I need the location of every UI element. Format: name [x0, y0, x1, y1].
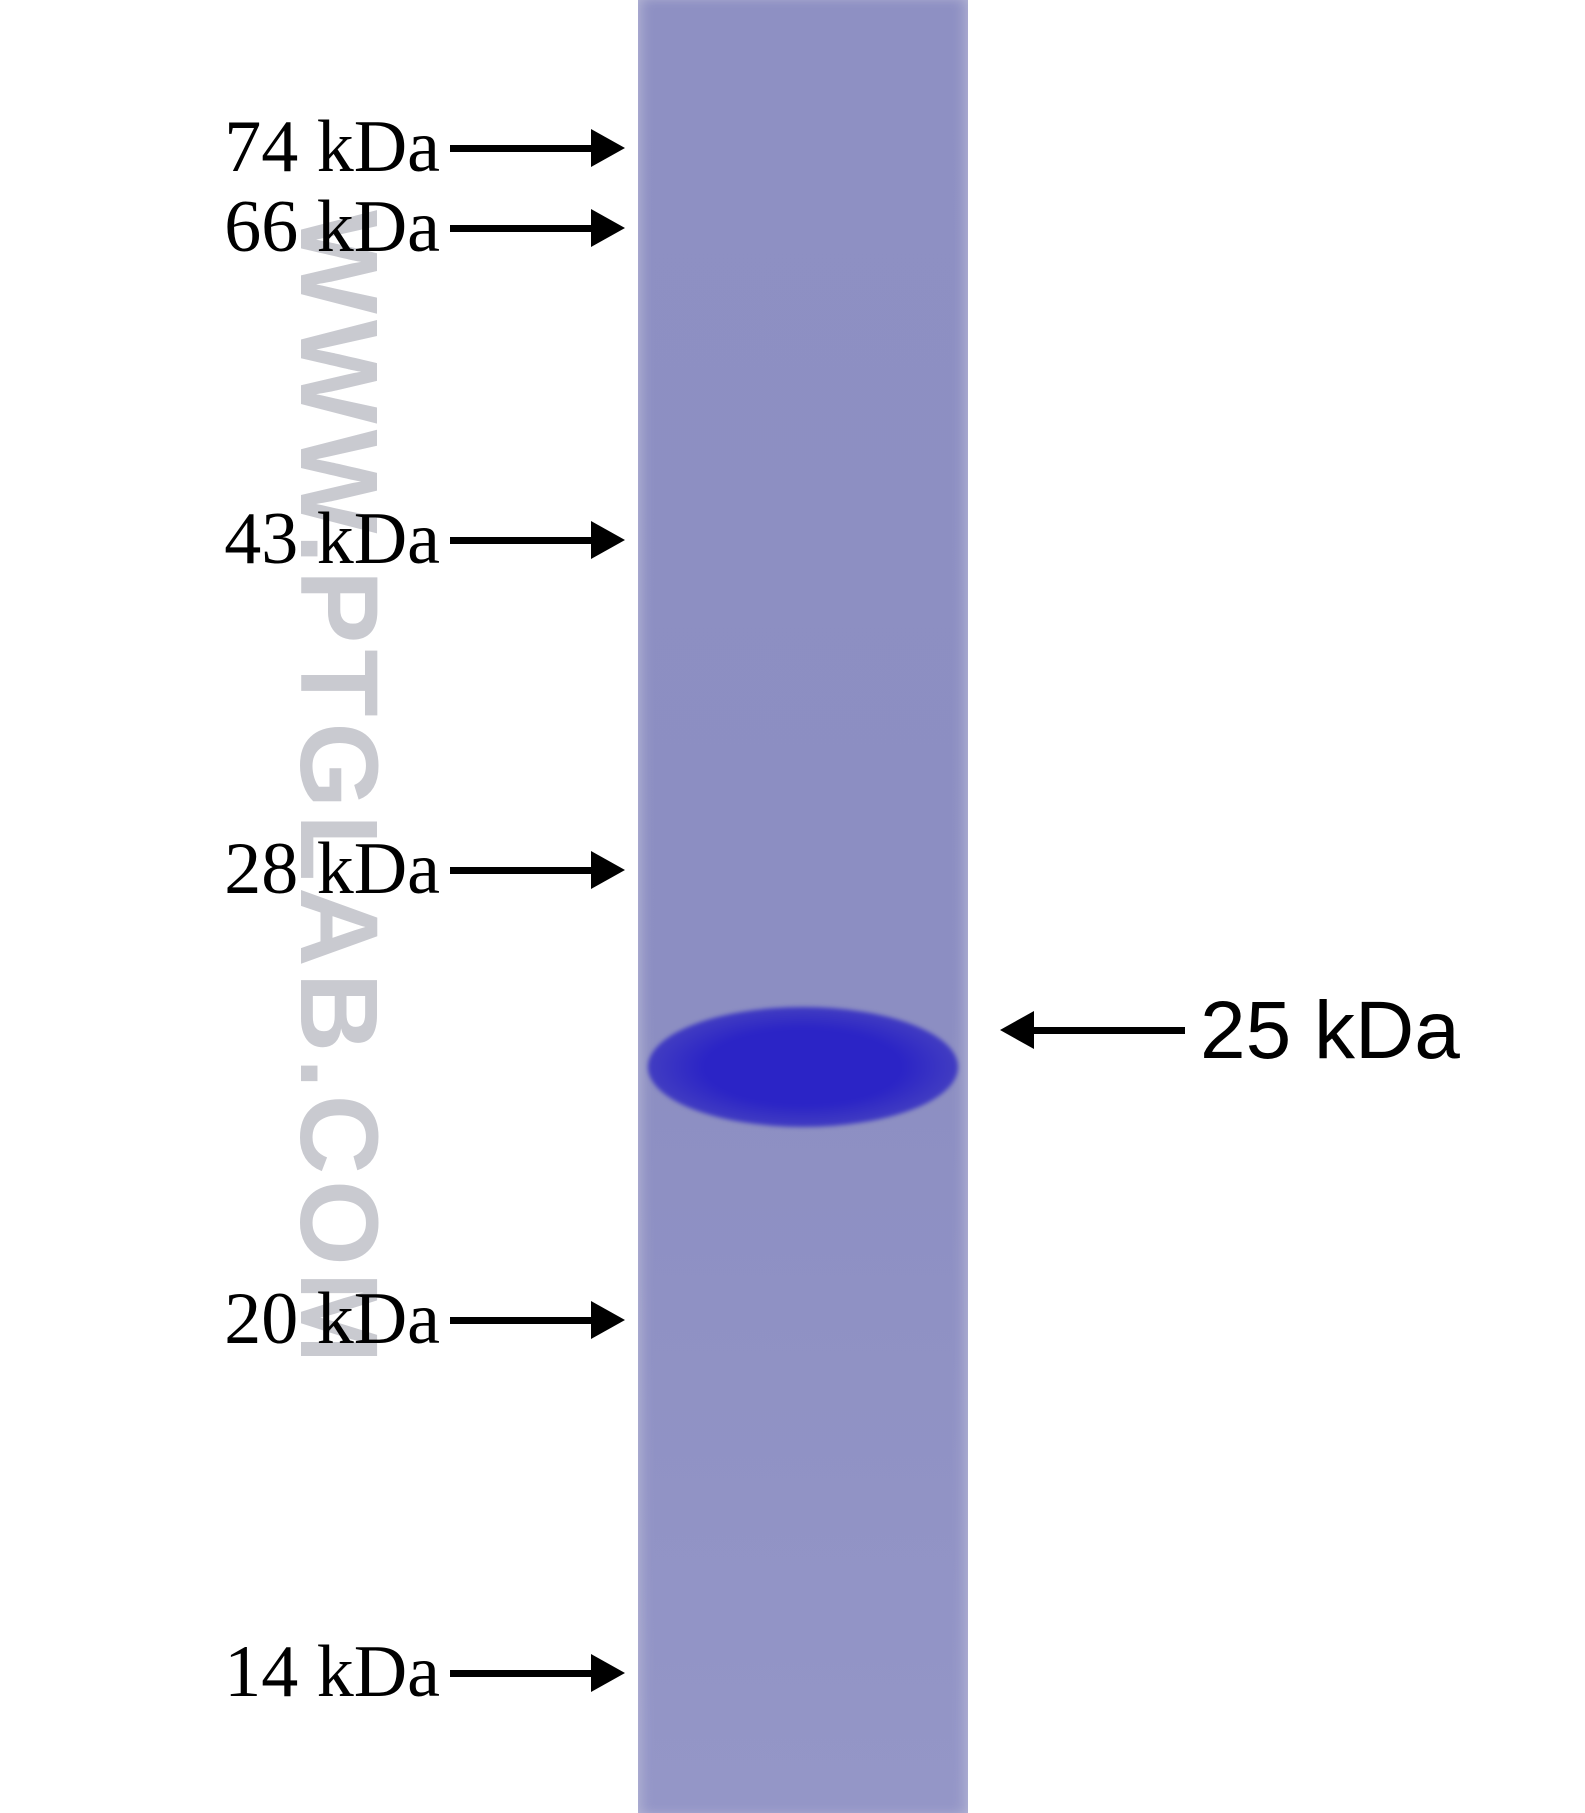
marker-label: 74 kDa [224, 105, 440, 190]
watermark-text: WWW.PTGLAB.COM [275, 210, 402, 1630]
gel-lane [638, 0, 968, 1813]
marker-arrow-head [591, 1301, 625, 1339]
marker-label: 20 kDa [224, 1277, 440, 1362]
marker-arrow [450, 867, 591, 874]
result-label: 25 kDa [1200, 984, 1460, 1078]
result-arrow-head [1000, 1011, 1034, 1049]
marker-arrow [450, 145, 591, 152]
marker-arrow [450, 1670, 591, 1677]
marker-arrow-head [591, 1654, 625, 1692]
marker-arrow-head [591, 851, 625, 889]
marker-arrow [450, 225, 591, 232]
marker-arrow [450, 537, 591, 544]
result-arrow [1034, 1027, 1185, 1034]
marker-arrow-head [591, 521, 625, 559]
marker-arrow [450, 1317, 591, 1324]
gel-figure: WWW.PTGLAB.COM 74 kDa66 kDa 43 kDa 28 kDa 2… [0, 0, 1585, 1813]
marker-label: 66 kDa [224, 185, 440, 270]
marker-label: 14 kDa [224, 1630, 440, 1715]
marker-arrow-head [591, 129, 625, 167]
marker-label: 28 kDa [224, 827, 440, 912]
protein-band-25kda [648, 1007, 958, 1127]
marker-arrow-head [591, 209, 625, 247]
marker-label: 43 kDa [224, 497, 440, 582]
